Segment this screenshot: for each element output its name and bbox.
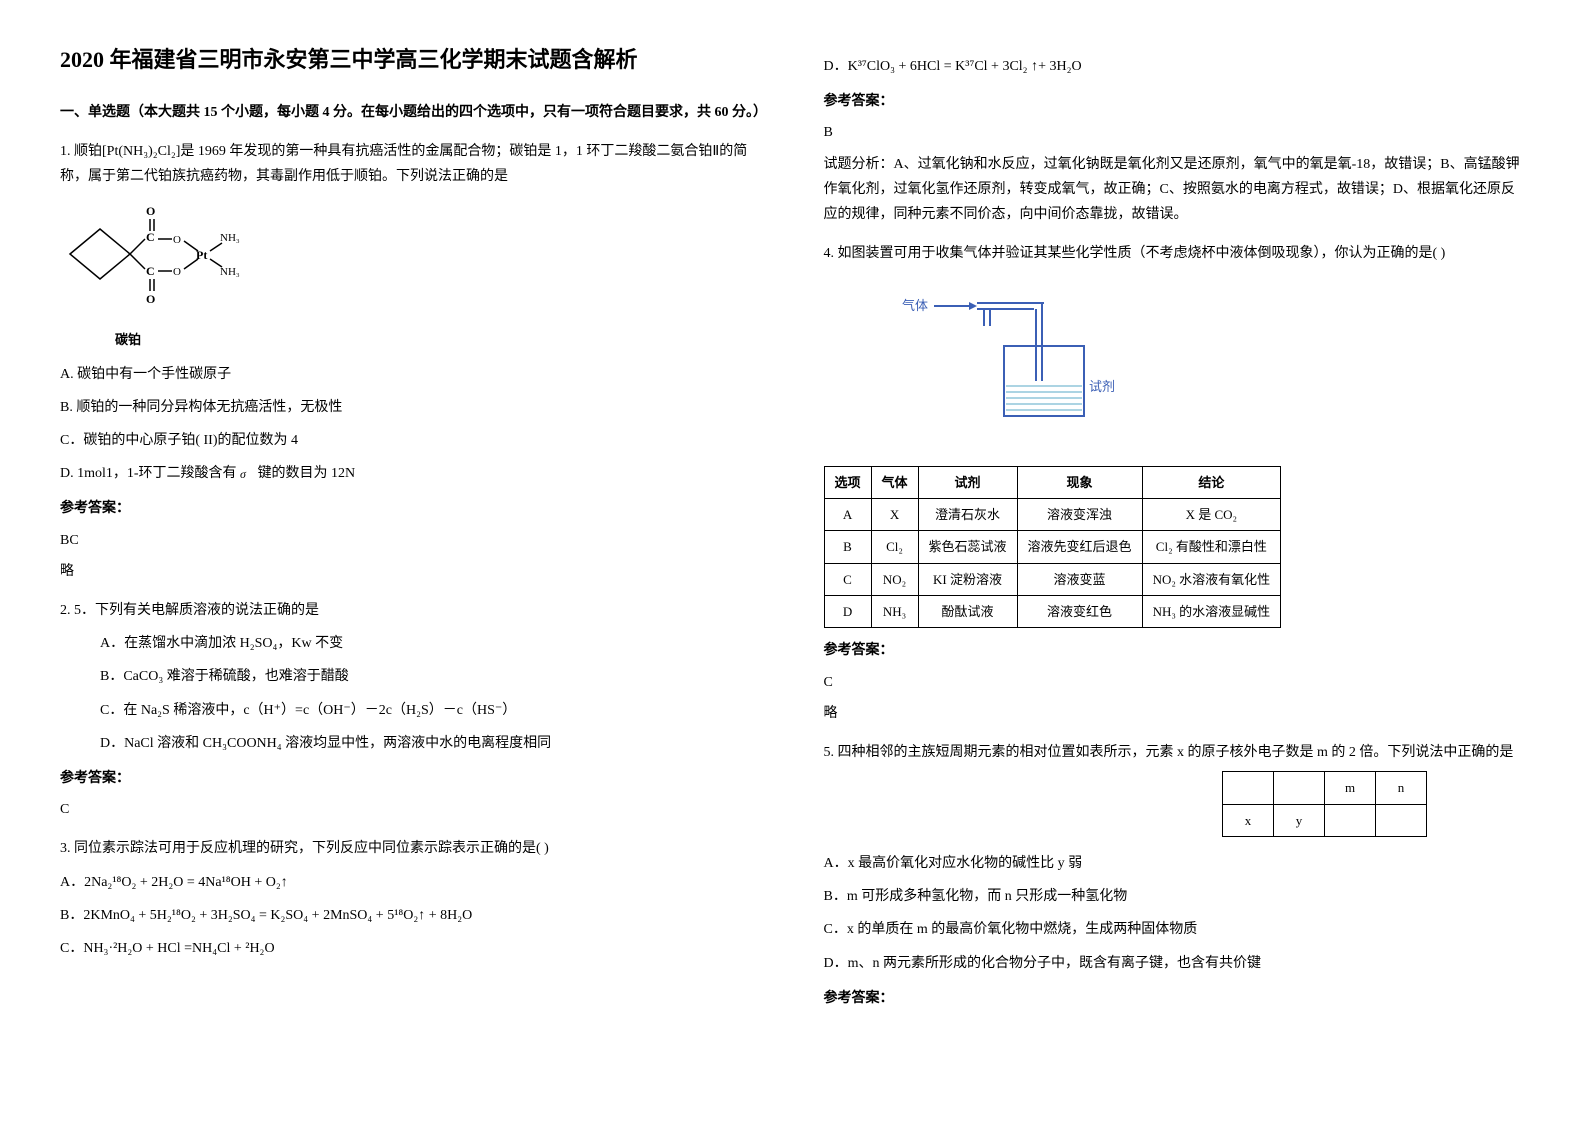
q2-answer: C (60, 797, 764, 822)
q2-optA: A．在蒸馏水中滴加浓 H₂SO₄，Kw 不变 (100, 631, 764, 656)
col-gas: 气体 (871, 466, 918, 498)
q1-optC: C．碳铂的中心原子铂( II)的配位数为 4 (60, 428, 764, 453)
q3-stem: 3. 同位素示踪法可用于反应机理的研究，下列反应中同位素示踪表示正确的是( ) (60, 836, 764, 861)
answer-label: 参考答案： (824, 89, 1528, 114)
q1-optD: D. 1mol1，1-环丁二羧酸含有 σ 键的数目为 12N (60, 461, 764, 486)
q2: 2. 5．下列有关电解质溶液的说法正确的是 A．在蒸馏水中滴加浓 H₂SO₄，K… (60, 598, 764, 822)
grid-row: m n (1223, 772, 1427, 804)
right-column: D．K³⁷ClO₃ + 6HCl = K³⁷Cl + 3Cl₂ ↑+ 3H₂O … (824, 40, 1528, 1025)
answer-label: 参考答案： (824, 638, 1528, 663)
q3-answer: B (824, 120, 1528, 145)
gas-label: 气体 (902, 298, 928, 313)
q5-optC: C．x 的单质在 m 的最高价氧化物中燃烧，生成两种固体物质 (824, 917, 1528, 942)
q1-formula-label: 碳铂 (115, 328, 764, 351)
col-option: 选项 (824, 466, 871, 498)
col-conclusion: 结论 (1142, 466, 1281, 498)
q3-explain: 试题分析：A、过氧化钠和水反应，过氧化钠既是氧化剂又是还原剂，氧气中的氧是氧-1… (824, 152, 1528, 228)
q5-stem: 5. 四种相邻的主族短周期元素的相对位置如表所示，元素 x 的原子核外电子数是 … (824, 740, 1528, 765)
q4-note: 略 (824, 701, 1528, 726)
reagent-label: 试剂 (1089, 379, 1115, 394)
col-reagent: 试剂 (918, 466, 1017, 498)
q1-answer: BC (60, 528, 764, 553)
table-row: B Cl₂ 紫色石蕊试液 溶液先变红后退色 Cl₂ 有酸性和漂白性 (824, 531, 1281, 563)
q3-optA: A．2Na₂¹⁸O₂ + 2H₂O = 4Na¹⁸OH + O₂↑ (60, 870, 764, 895)
svg-text:σ: σ (240, 468, 247, 480)
q1: 1. 顺铂[Pt(NH₃)₂Cl₂]是 1969 年发现的第一种具有抗癌活性的金… (60, 139, 764, 584)
q4: 4. 如图装置可用于收集气体并验证其某些化学性质（不考虑烧杯中液体倒吸现象），你… (824, 241, 1528, 726)
q5-optD: D．m、n 两元素所形成的化合物分子中，既含有离子键，也含有共价键 (824, 951, 1528, 976)
left-column: 2020 年福建省三明市永安第三中学高三化学期末试题含解析 一、单选题（本大题共… (60, 40, 764, 1025)
q1-stem: 1. 顺铂[Pt(NH₃)₂Cl₂]是 1969 年发现的第一种具有抗癌活性的金… (60, 139, 764, 189)
q1-optA: A. 碳铂中有一个手性碳原子 (60, 362, 764, 387)
q1-diagram: C C O O O O Pt (60, 199, 764, 352)
q5-optB: B．m 可形成多种氢化物，而 n 只形成一种氢化物 (824, 884, 1528, 909)
q4-diagram: 气体 (884, 286, 1528, 445)
q5: 5. 四种相邻的主族短周期元素的相对位置如表所示，元素 x 的原子核外电子数是 … (824, 740, 1528, 1011)
q5-grid-wrap: m n x y (824, 765, 1428, 843)
q3-optC: C．NH₃·²H₂O + HCl =NH₄Cl + ²H₂O (60, 936, 764, 961)
table-row: C NO₂ KI 淀粉溶液 溶液变蓝 NO₂ 水溶液有氧化性 (824, 563, 1281, 595)
answer-label: 参考答案： (60, 496, 764, 521)
answer-label: 参考答案： (60, 766, 764, 791)
page-root: 2020 年福建省三明市永安第三中学高三化学期末试题含解析 一、单选题（本大题共… (60, 40, 1527, 1025)
col-phenom: 现象 (1017, 466, 1142, 498)
section-heading: 一、单选题（本大题共 15 个小题，每小题 4 分。在每小题给出的四个选项中，只… (60, 100, 764, 125)
svg-text:C: C (146, 230, 155, 244)
q3-cont: D．K³⁷ClO₃ + 6HCl = K³⁷Cl + 3Cl₂ ↑+ 3H₂O … (824, 54, 1528, 227)
q3-optB: B．2KMnO₄ + 5H₂¹⁸O₂ + 3H₂SO₄ = K₂SO₄ + 2M… (60, 903, 764, 928)
table-row: D NH₃ 酚酞试液 溶液变红色 NH₃ 的水溶液显碱性 (824, 596, 1281, 628)
answer-label: 参考答案： (824, 986, 1528, 1011)
q3-optD: D．K³⁷ClO₃ + 6HCl = K³⁷Cl + 3Cl₂ ↑+ 3H₂O (824, 54, 1528, 79)
svg-text:O: O (146, 292, 155, 306)
q1-optB: B. 顺铂的一种同分异构体无抗癌活性，无极性 (60, 395, 764, 420)
svg-text:NH₃: NH₃ (220, 232, 240, 244)
q4-table: 选项 气体 试剂 现象 结论 A X 澄清石灰水 溶液变浑浊 X 是 CO₂ (824, 466, 1282, 629)
q1-optD-prefix: D. 1mol1，1-环丁二羧酸含有 (60, 466, 237, 481)
table-row: A X 澄清石灰水 溶液变浑浊 X 是 CO₂ (824, 498, 1281, 530)
page-title: 2020 年福建省三明市永安第三中学高三化学期末试题含解析 (60, 40, 764, 80)
svg-text:NH₃: NH₃ (220, 266, 240, 278)
svg-text:O: O (173, 266, 181, 278)
q1-optD-suffix: 键的数目为 12N (258, 466, 356, 481)
q5-optA: A．x 最高价氧化对应水化物的碱性比 y 弱 (824, 851, 1528, 876)
grid-row: x y (1223, 804, 1427, 836)
sigma-icon: σ (240, 468, 254, 480)
q2-stem: 2. 5．下列有关电解质溶液的说法正确的是 (60, 598, 764, 623)
q4-answer: C (824, 670, 1528, 695)
svg-text:Pt: Pt (196, 248, 207, 262)
table-header-row: 选项 气体 试剂 现象 结论 (824, 466, 1281, 498)
q2-optB: B．CaCO₃ 难溶于稀硫酸，也难溶于醋酸 (100, 664, 764, 689)
q2-optD: D．NaCl 溶液和 CH₃COONH₄ 溶液均显中性，两溶液中水的电离程度相同 (100, 731, 764, 756)
q2-optC: C．在 Na₂S 稀溶液中，c（H⁺）=c（OH⁻）－2c（H₂S）－c（HS⁻… (100, 698, 764, 723)
q1-note: 略 (60, 559, 764, 584)
q5-grid: m n x y (1222, 771, 1427, 837)
svg-text:O: O (146, 204, 155, 218)
q4-stem: 4. 如图装置可用于收集气体并验证其某些化学性质（不考虑烧杯中液体倒吸现象），你… (824, 241, 1528, 266)
svg-text:O: O (173, 234, 181, 246)
svg-text:C: C (146, 264, 155, 278)
q3: 3. 同位素示踪法可用于反应机理的研究，下列反应中同位素示踪表示正确的是( ) … (60, 836, 764, 961)
